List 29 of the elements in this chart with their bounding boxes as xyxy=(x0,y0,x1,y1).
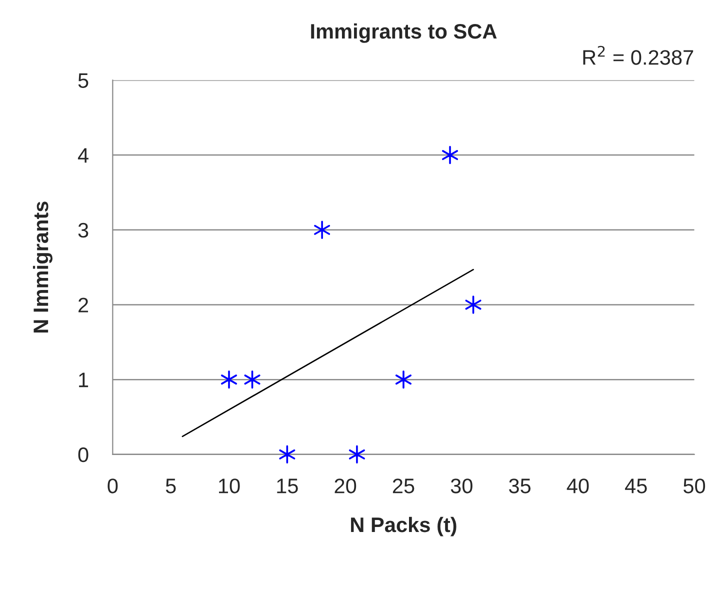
chart-title: Immigrants to SCA xyxy=(311,23,497,43)
x-tick-label: 35 xyxy=(509,478,531,494)
x-tick-label: 45 xyxy=(625,478,647,494)
point xyxy=(465,296,482,314)
point xyxy=(220,370,238,389)
x-tick-label: 5 xyxy=(166,478,176,494)
y-axis-title: N Immigrants xyxy=(32,202,52,332)
x-tick-label: 15 xyxy=(277,478,298,494)
point xyxy=(395,370,412,389)
x-tick-label: 50 xyxy=(684,478,706,494)
y-tick-label: 5 xyxy=(78,73,88,88)
y-tick-label: 2 xyxy=(78,298,88,312)
y-tick-label: 3 xyxy=(78,222,88,238)
y-tick-label: 4 xyxy=(78,148,88,163)
y-tick-label: 0 xyxy=(78,447,88,462)
x-axis-title: N Packs (t) xyxy=(351,516,456,536)
y-tick-label: 1 xyxy=(79,372,88,388)
x-tick-label: 30 xyxy=(450,478,472,494)
point xyxy=(442,146,458,164)
text: R$^{2}$ = 0.2387 xyxy=(583,46,694,65)
point xyxy=(314,220,330,239)
point xyxy=(279,445,296,464)
point xyxy=(348,445,365,464)
x-tick-label: 10 xyxy=(219,478,240,494)
x-tick-label: 20 xyxy=(334,478,356,494)
x-tick-label: 0 xyxy=(108,478,118,494)
x-tick-label: 40 xyxy=(566,478,589,494)
point xyxy=(244,370,260,389)
x-tick-label: 25 xyxy=(392,478,414,494)
